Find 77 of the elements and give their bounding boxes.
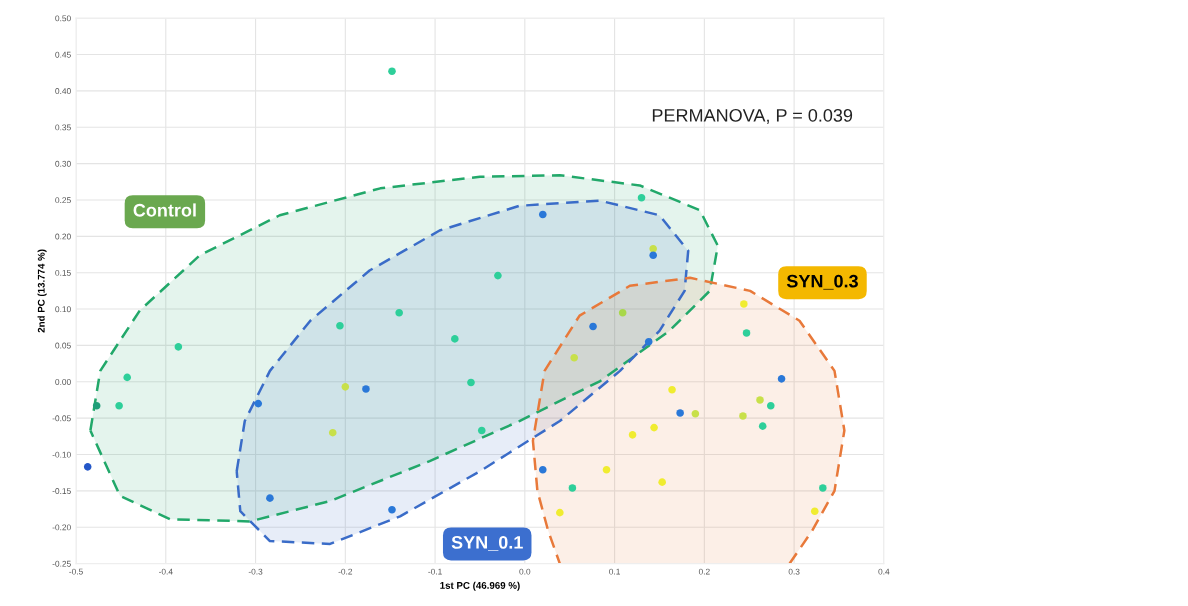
annotation: PERMANOVA, P = 0.039 <box>652 108 853 124</box>
point <box>602 465 611 474</box>
point <box>740 300 748 308</box>
x-tick-label: 0.0 <box>519 568 531 575</box>
x-tick-label: 0.4 <box>878 568 890 575</box>
annotation: SYN_0.3 <box>786 274 858 290</box>
point <box>637 193 646 202</box>
point <box>739 412 747 420</box>
y-tick-label: -0.05 <box>52 415 71 422</box>
x-axis-title: 1st PC (46.969 %) <box>440 581 520 591</box>
point <box>766 401 775 410</box>
annotation: Control <box>133 203 196 217</box>
y-tick-label: -0.20 <box>52 524 71 531</box>
point <box>123 373 131 382</box>
point <box>115 401 123 410</box>
point <box>174 343 183 351</box>
y-tick-label: 0.05 <box>55 342 71 349</box>
x-tick-label: -0.5 <box>69 568 83 575</box>
y-tick-label: 0.35 <box>55 124 71 131</box>
x-tick-label: 0.1 <box>609 568 620 575</box>
x-tick-label: 0.3 <box>788 568 800 575</box>
point <box>328 428 337 437</box>
y-axis-title: 2nd PC (13.774 %) <box>37 249 47 333</box>
point <box>777 375 786 383</box>
point <box>341 383 350 391</box>
y-tick-label: 0.45 <box>55 51 71 58</box>
point <box>758 422 767 430</box>
point <box>742 329 751 337</box>
y-tick-label: 0.25 <box>55 197 71 204</box>
point <box>649 244 657 253</box>
point <box>819 484 827 492</box>
x-tick-label: 0.2 <box>698 568 710 575</box>
point <box>649 251 657 260</box>
point <box>668 385 676 394</box>
point <box>556 508 564 517</box>
x-tick-label: -0.3 <box>248 568 263 575</box>
point <box>644 337 653 346</box>
point <box>691 409 700 418</box>
point <box>477 426 486 435</box>
point <box>395 308 403 317</box>
point <box>676 409 684 417</box>
point <box>92 401 101 410</box>
point <box>538 210 547 219</box>
point <box>568 484 577 492</box>
y-tick-label: 0.10 <box>55 306 71 313</box>
point <box>336 321 344 330</box>
point <box>658 478 666 486</box>
y-tick-label: -0.10 <box>52 451 71 458</box>
point <box>618 308 627 317</box>
point <box>388 505 396 514</box>
y-tick-label: 0.30 <box>55 160 71 167</box>
y-tick-label: 0.20 <box>55 233 71 240</box>
x-tick-label: -0.1 <box>428 568 442 575</box>
point <box>589 322 597 331</box>
point <box>254 399 263 408</box>
point <box>451 335 459 343</box>
point <box>756 396 764 404</box>
point <box>810 507 819 516</box>
y-tick-label: -0.25 <box>52 560 71 567</box>
y-tick-label: 0.00 <box>55 378 71 385</box>
x-tick-label: -0.2 <box>338 568 353 575</box>
y-tick-label: 0.15 <box>55 269 71 276</box>
x-tick-label: -0.4 <box>158 568 173 575</box>
point <box>650 423 658 432</box>
point <box>467 378 475 387</box>
annotation: SYN_0.1 <box>451 536 523 551</box>
y-tick-label: 0.50 <box>55 15 71 22</box>
point <box>570 353 578 362</box>
point <box>83 463 92 471</box>
point <box>538 465 547 474</box>
point <box>494 271 502 280</box>
y-tick-label: 0.40 <box>55 88 71 94</box>
point <box>266 494 274 502</box>
point <box>628 431 637 439</box>
point <box>388 67 396 76</box>
point <box>362 385 370 393</box>
y-tick-label: -0.15 <box>52 488 71 494</box>
